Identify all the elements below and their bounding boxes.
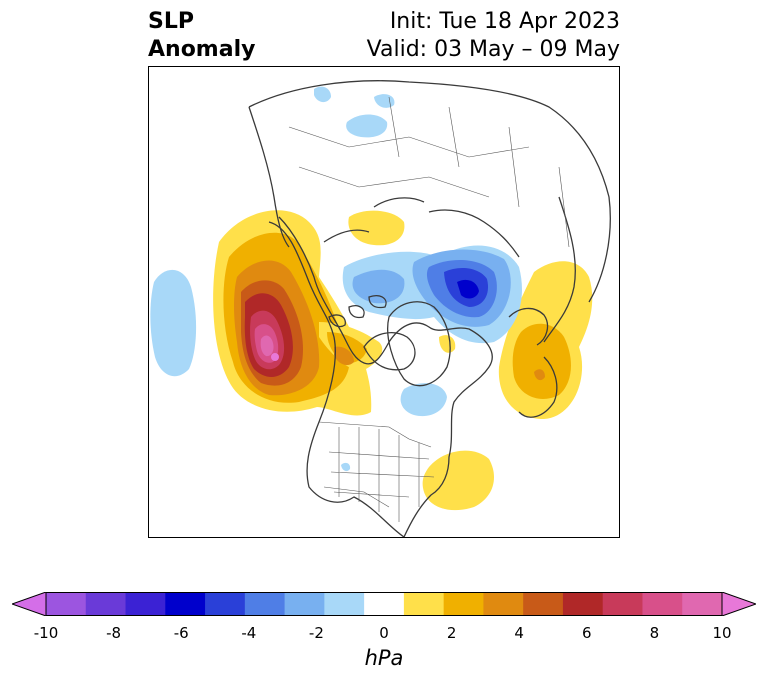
hudson-bay — [363, 332, 416, 371]
positive-anomaly-pacific-max — [271, 353, 279, 361]
greenland — [387, 301, 451, 387]
colorbar-swatch — [46, 592, 87, 616]
colorbar-swatch — [523, 592, 564, 616]
colorbar-swatch — [125, 592, 166, 616]
colorbar-tick-label: 4 — [514, 624, 524, 642]
positive-anomaly-canada-3 — [334, 346, 354, 366]
negative-anomaly-europe-2 — [314, 86, 331, 103]
negative-anomaly-europe-1 — [346, 114, 388, 138]
title-variable-line2: Anomaly — [148, 37, 256, 62]
anomaly-fields — [150, 86, 593, 511]
us-mexico-border — [323, 486, 390, 508]
colorbar-extend-max — [721, 592, 756, 616]
colorbar-swatch — [403, 592, 445, 616]
init-date: Init: Tue 18 Apr 2023 — [389, 9, 620, 34]
colorbar-swatch — [443, 592, 484, 616]
valid-range: Valid: 03 May – 09 May — [366, 37, 620, 62]
colorbar-swatch — [205, 592, 246, 616]
positive-anomaly-pacific-8 — [260, 335, 274, 357]
negative-anomaly-arctic-2 — [352, 269, 405, 304]
colorbar-tick-label: -10 — [33, 624, 59, 642]
eurasia-borders — [288, 96, 570, 248]
negative-anomaly-arctic-6 — [457, 279, 479, 299]
colorbar — [12, 592, 756, 616]
colorbar-tick-label: -8 — [106, 624, 122, 642]
colorbar-tick-label: 6 — [582, 624, 592, 642]
negative-anomaly-small — [341, 462, 351, 472]
positive-anomaly-atlantic-2 — [512, 323, 571, 399]
colorbar-swatch — [165, 592, 206, 616]
colorbar-border — [45, 592, 723, 616]
arctic-islands — [328, 295, 387, 328]
colorbar-swatch — [562, 592, 604, 616]
alaska-russia — [323, 197, 520, 258]
negative-anomaly-west-pacific — [150, 269, 197, 377]
positive-anomaly-east-us — [422, 450, 494, 511]
title-variable-line1: SLP — [148, 9, 194, 34]
map-title: SLP Anomaly — [148, 8, 255, 64]
us-canada-border — [318, 421, 432, 448]
colorbar-tick-label: -6 — [173, 624, 189, 642]
political-borders — [288, 96, 570, 522]
colorbar-unit-label: hPa — [364, 646, 404, 670]
negative-anomaly-europe-3 — [374, 94, 395, 108]
map-date-info: Init: Tue 18 Apr 2023 Valid: 03 May – 09… — [367, 8, 620, 64]
map-panel — [148, 66, 620, 538]
colorbar-swatch — [602, 592, 643, 616]
colorbar-ticks: -10 -8 -6 -4 -2 0 2 4 6 8 10 — [0, 624, 768, 644]
colorbar-tick-label: 8 — [649, 624, 660, 642]
colorbar-extend-min — [12, 592, 47, 616]
europe-coast — [508, 307, 558, 418]
colorbar-tick-label: -4 — [241, 624, 257, 642]
positive-anomaly-siberia — [348, 210, 405, 246]
positive-anomaly-hudson — [439, 335, 456, 353]
negative-anomaly-labrador — [400, 383, 447, 417]
colorbar-swatch — [324, 592, 365, 616]
colorbar-tick-label: -2 — [308, 624, 324, 642]
colorbar-swatch — [284, 592, 325, 616]
anomaly-map — [150, 80, 611, 537]
colorbar-tick-label: 2 — [446, 624, 457, 642]
colorbar-swatch — [682, 592, 723, 616]
colorbar-swatch — [483, 592, 524, 616]
eurasia-coast — [248, 80, 611, 343]
colorbar-tick-label: 0 — [379, 624, 389, 642]
colorbar-swatch — [364, 592, 405, 616]
colorbar-tick-label: 10 — [712, 624, 732, 642]
colorbar-swatch — [642, 592, 683, 616]
colorbar-swatch — [244, 592, 286, 616]
positive-anomaly-atlantic-3 — [534, 369, 545, 381]
us-state-lines — [328, 427, 435, 522]
colorbar-swatch — [85, 592, 127, 616]
